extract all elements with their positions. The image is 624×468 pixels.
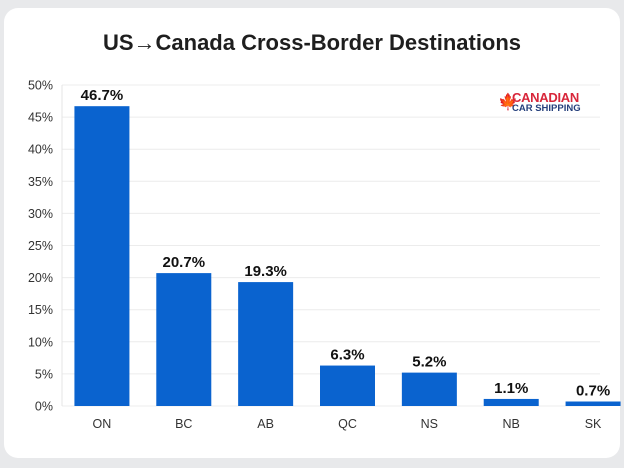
x-tick-label: SK <box>585 417 602 431</box>
y-tick-label: 20% <box>28 271 53 285</box>
y-tick-label: 0% <box>35 400 53 414</box>
data-label: 20.7% <box>163 254 206 271</box>
x-tick-label: BC <box>175 417 192 431</box>
y-tick-label: 40% <box>28 143 53 157</box>
x-tick-label: NS <box>421 417 438 431</box>
data-label: 6.3% <box>330 347 364 364</box>
y-tick-label: 35% <box>28 175 53 189</box>
x-tick-label: QC <box>338 417 357 431</box>
y-tick-label: 50% <box>28 79 53 93</box>
maple-leaf-icon: 🍁 <box>498 94 518 111</box>
y-tick-label: 45% <box>28 111 53 125</box>
bar-qc <box>320 365 375 406</box>
bar-nb <box>483 398 539 406</box>
y-tick-label: 30% <box>28 207 53 221</box>
bar-sk <box>565 401 621 406</box>
logo-line-1: CANADIAN <box>512 90 579 105</box>
data-label: 19.3% <box>244 263 287 280</box>
y-tick-label: 10% <box>28 335 53 349</box>
x-tick-label: NB <box>503 417 520 431</box>
data-label: 46.7% <box>81 87 124 104</box>
data-label: 5.2% <box>412 354 446 371</box>
y-tick-label: 25% <box>28 239 53 253</box>
x-tick-label: ON <box>93 417 112 431</box>
x-tick-label: AB <box>257 417 274 431</box>
data-label: 1.1% <box>494 380 528 397</box>
y-tick-label: 15% <box>28 303 53 317</box>
bar-ns <box>401 372 457 406</box>
bar-on <box>74 106 130 406</box>
y-tick-label: 5% <box>35 367 53 381</box>
bar-bc <box>156 273 212 406</box>
bar-ab <box>238 282 294 406</box>
data-label: 0.7% <box>576 383 610 400</box>
chart-title: US→Canada Cross-Border Destinations <box>102 30 522 55</box>
logo-line-2: CAR SHIPPING <box>512 103 581 114</box>
